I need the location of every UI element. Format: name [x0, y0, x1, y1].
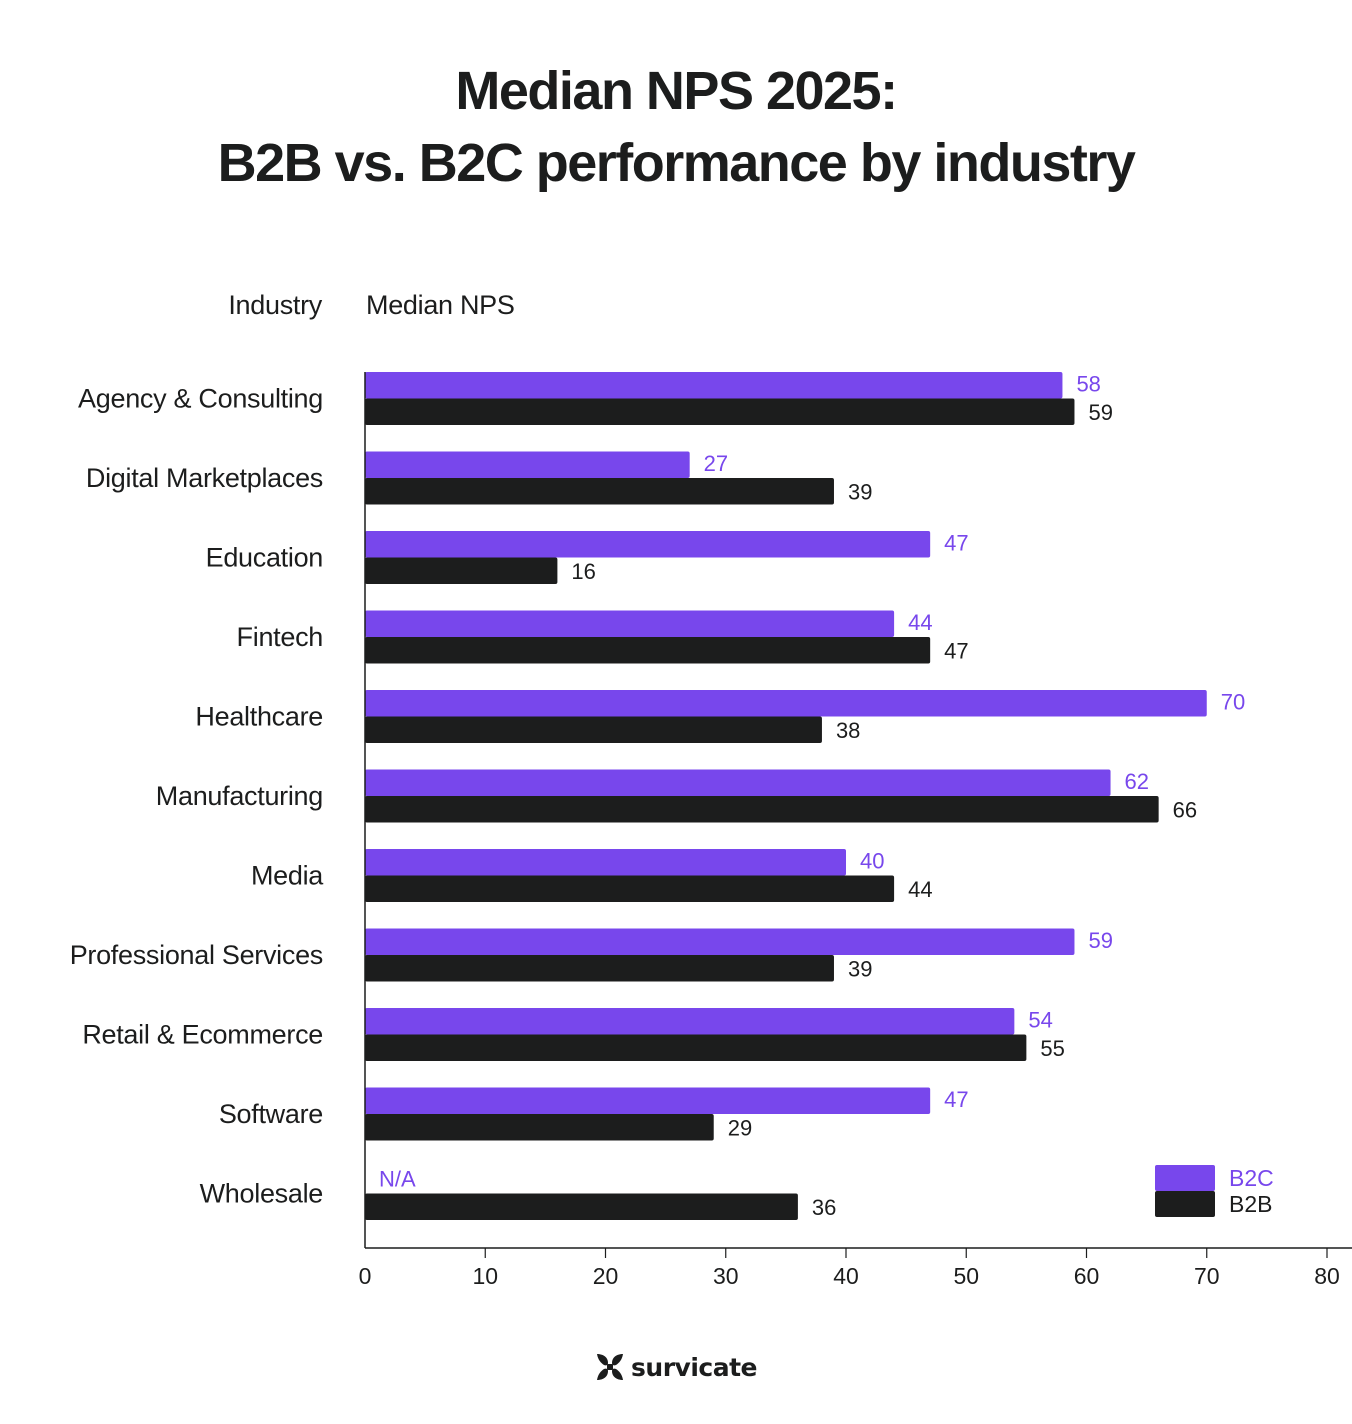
x-tick-label: 60 — [1074, 1263, 1100, 1289]
b2c-value-label: 70 — [1221, 689, 1245, 714]
b2c-value-label: 62 — [1125, 769, 1149, 794]
b2b-value-label: 39 — [848, 956, 872, 981]
b2c-value-label: 59 — [1088, 928, 1112, 953]
b2b-bar — [365, 1193, 798, 1220]
legend-label-b2b: B2B — [1229, 1191, 1272, 1217]
category-label: Retail & Ecommerce — [82, 1020, 323, 1050]
b2c-bar — [365, 690, 1207, 717]
x-tick-label: 40 — [833, 1263, 859, 1289]
legend-swatch-b2c — [1155, 1165, 1215, 1191]
b2b-bar — [365, 398, 1075, 425]
category-label: Software — [219, 1099, 323, 1129]
category-label: Wholesale — [200, 1179, 323, 1209]
industry-column-header: Industry — [228, 290, 322, 320]
b2c-value-label: 47 — [944, 530, 968, 555]
x-tick-label: 50 — [953, 1263, 979, 1289]
b2c-value-label: 40 — [860, 848, 884, 873]
b2b-value-label: 66 — [1173, 797, 1197, 822]
brand-name: survicate — [631, 1352, 757, 1382]
x-tick-label: 70 — [1194, 1263, 1220, 1289]
category-label: Education — [206, 543, 323, 573]
b2c-bar — [365, 1087, 931, 1114]
b2c-value-label: N/A — [379, 1166, 416, 1191]
chart-title-line-1: Median NPS 2025: — [455, 61, 898, 121]
b2b-bar — [365, 955, 834, 982]
b2b-value-label: 55 — [1040, 1036, 1064, 1061]
b2b-value-label: 47 — [944, 638, 968, 663]
b2b-bar — [365, 1034, 1027, 1061]
b2b-value-label: 39 — [848, 479, 872, 504]
category-label: Manufacturing — [156, 781, 323, 811]
b2b-bar — [365, 716, 822, 743]
x-tick-label: 80 — [1314, 1263, 1340, 1289]
b2c-bar — [365, 372, 1063, 399]
b2b-value-label: 44 — [908, 877, 932, 902]
b2b-bar — [365, 478, 834, 505]
b2c-bar — [365, 451, 690, 478]
b2c-bar — [365, 531, 931, 558]
b2b-bar — [365, 875, 895, 902]
legend-label-b2c: B2C — [1229, 1165, 1274, 1191]
b2c-value-label: 54 — [1028, 1007, 1052, 1032]
category-labels-layer: Agency & Consulting Digital Marketplaces E… — [70, 384, 325, 1209]
b2b-bar — [365, 637, 931, 664]
b2b-bar — [365, 796, 1159, 823]
x-axis: 0 10 20 30 40 50 60 70 80 — [359, 372, 1352, 1289]
b2c-value-label: 44 — [908, 610, 932, 635]
b2c-value-label: 58 — [1076, 371, 1100, 396]
b2b-value-label: 16 — [571, 559, 595, 584]
category-label: Media — [251, 861, 324, 891]
survicate-logo-icon — [597, 1354, 624, 1380]
median-nps-column-header: Median NPS — [366, 290, 515, 320]
b2c-value-label: 47 — [944, 1087, 968, 1112]
x-tick-label: 30 — [713, 1263, 739, 1289]
b2b-value-label: 59 — [1088, 400, 1112, 425]
survicate-logo: survicate — [0, 1352, 1352, 1382]
b2b-value-label: 29 — [728, 1115, 752, 1140]
x-tick-label: 10 — [472, 1263, 498, 1289]
b2c-bar — [365, 928, 1075, 955]
x-tick-label: 20 — [593, 1263, 619, 1289]
chart-title-line-2: B2B vs. B2C performance by industry — [217, 133, 1136, 193]
category-label: Fintech — [237, 622, 323, 652]
b2c-bar — [365, 1008, 1015, 1035]
bars-layer: 58 59 27 39 47 16 44 47 70 38 62 66 40 44 59 39 54 55 47 29… — [365, 371, 1245, 1220]
b2c-bar — [365, 849, 846, 876]
b2c-bar — [365, 610, 895, 637]
b2b-bar — [365, 1114, 714, 1141]
category-label: Healthcare — [195, 702, 323, 732]
category-label: Digital Marketplaces — [86, 463, 323, 493]
legend-swatch-b2b — [1155, 1191, 1215, 1217]
category-label: Professional Services — [70, 940, 323, 970]
b2b-value-label: 36 — [812, 1195, 836, 1220]
b2c-value-label: 27 — [704, 451, 728, 476]
x-tick-label: 0 — [359, 1263, 372, 1289]
b2b-value-label: 38 — [836, 718, 860, 743]
b2c-bar — [365, 769, 1111, 796]
b2b-bar — [365, 557, 558, 584]
category-label: Agency & Consulting — [78, 384, 323, 414]
